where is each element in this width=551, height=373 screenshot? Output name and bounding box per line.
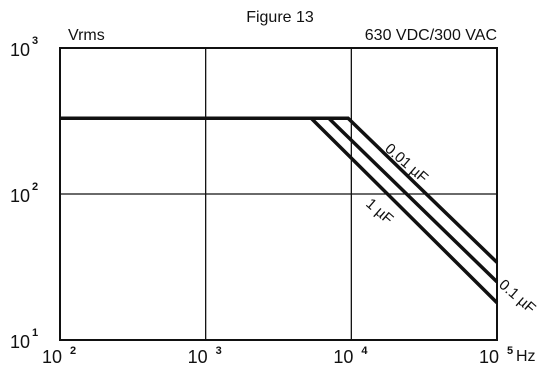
x-axis-label: Hz (516, 348, 536, 365)
x-tick-label: 10 (42, 347, 62, 367)
y-tick-label: 10 (10, 40, 30, 60)
x-tick-label: 10 (479, 347, 499, 367)
series-line-2 (60, 116, 499, 304)
y-tick-label: 10 (10, 332, 30, 352)
y-tick-exponent: 1 (32, 327, 38, 339)
series-line-0 (60, 116, 499, 264)
series-label-0.1uf: 0.1 µF (495, 276, 538, 317)
x-tick-label: 10 (188, 347, 208, 367)
chart-title: Figure 13 (246, 9, 314, 26)
tick-labels: 10 2 10 3 10 4 10 510 110 210 3 (10, 35, 513, 367)
y-axis-label: Vrms (68, 27, 105, 44)
series-lines (60, 116, 499, 304)
x-tick-exponent: 5 (507, 345, 513, 357)
x-tick-exponent: 4 (361, 345, 368, 357)
y-tick-exponent: 3 (32, 35, 38, 47)
x-tick-exponent: 3 (216, 345, 222, 357)
series-label-0.01uf: 0.01 µF (381, 140, 431, 186)
x-tick-label: 10 (333, 347, 353, 367)
rating-label: 630 VDC/300 VAC (365, 27, 497, 44)
y-tick-label: 10 (10, 186, 30, 206)
grid-lines (60, 48, 497, 340)
x-tick-exponent: 2 (70, 345, 76, 357)
y-tick-exponent: 2 (32, 181, 38, 193)
